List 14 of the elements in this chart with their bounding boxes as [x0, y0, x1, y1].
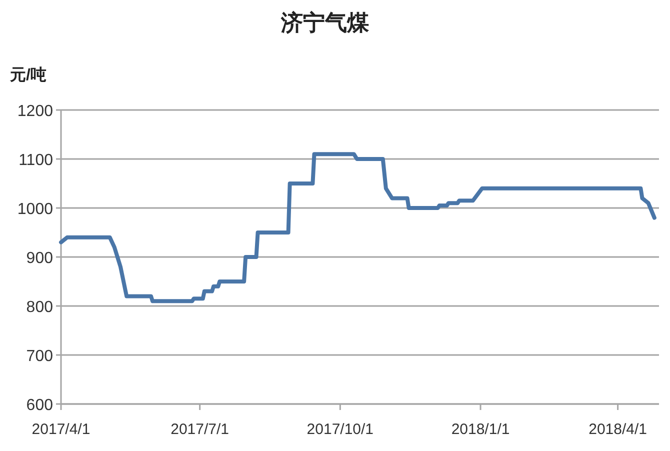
y-tick-label: 700: [26, 348, 54, 365]
y-tick-label: 1000: [17, 201, 54, 218]
y-tick-label: 600: [26, 397, 54, 414]
y-tick-label: 1200: [17, 103, 54, 120]
x-tick-label: 2018/1/1: [451, 421, 510, 438]
y-tick-label: 900: [26, 250, 54, 267]
x-tick-label: 2017/10/1: [306, 421, 374, 438]
x-tick-label: 2017/4/1: [32, 421, 90, 438]
x-tick-label: 2017/7/1: [170, 421, 230, 438]
y-tick-label: 800: [26, 299, 54, 316]
x-tick-label: 2018/4/1: [588, 421, 648, 438]
y-axis-title: 元/吨: [9, 66, 46, 84]
chart-title: 济宁气煤: [280, 10, 370, 35]
y-tick-label: 1100: [18, 152, 54, 169]
